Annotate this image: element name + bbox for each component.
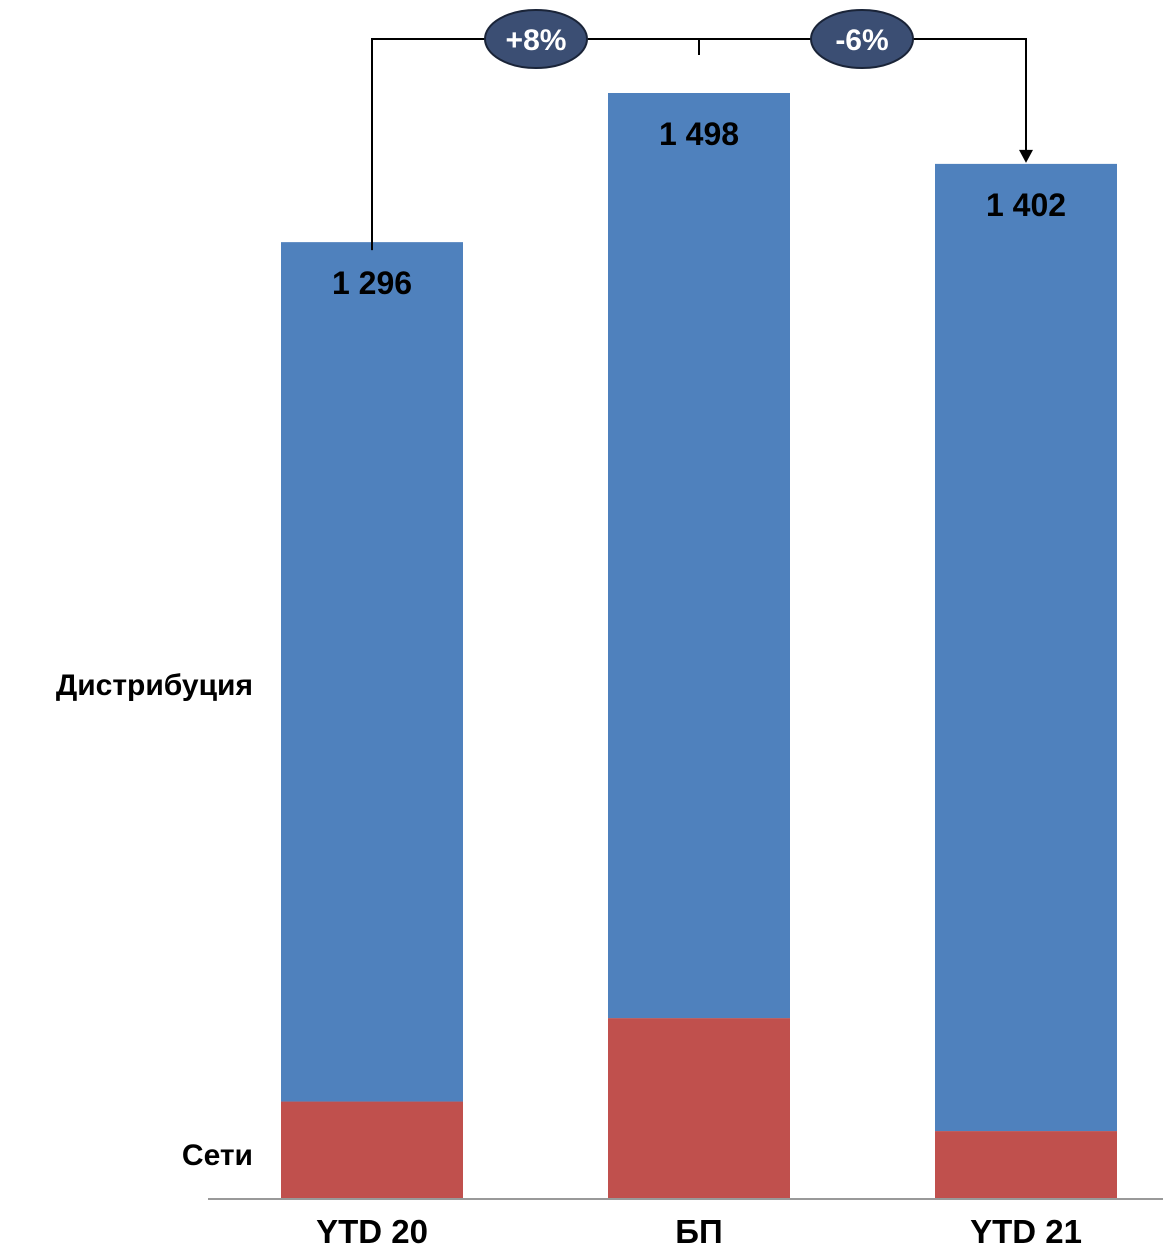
category-label-3: YTD 21 bbox=[970, 1213, 1082, 1250]
change-badge-1 bbox=[484, 9, 588, 69]
change-badge-2 bbox=[810, 9, 914, 69]
bar-segment-distribution-1 bbox=[281, 242, 463, 1102]
category-label-2: БП bbox=[675, 1213, 722, 1250]
bars-layer bbox=[281, 93, 1117, 1199]
total-label-2: 1 498 bbox=[659, 116, 739, 152]
category-label-1: YTD 20 bbox=[316, 1213, 428, 1250]
change-badge-label-1: +8% bbox=[506, 24, 567, 57]
change-arrow-head bbox=[1019, 149, 1033, 163]
bar-segment-seti-2 bbox=[608, 1018, 790, 1199]
bar-segment-distribution-2 bbox=[608, 93, 790, 1019]
labels-layer: 1 296 YTD 20 1 498 БП 1 402 YTD 21 Сети Дистриб… bbox=[56, 116, 1082, 1250]
series-label-distribution: Дистрибуция bbox=[56, 669, 253, 702]
total-label-3: 1 402 bbox=[986, 187, 1066, 223]
bar-segment-seti-1 bbox=[281, 1101, 463, 1199]
change-connectors: +8% -6% bbox=[371, 9, 1033, 251]
bar-segment-seti-3 bbox=[935, 1131, 1117, 1199]
change-badge-label-2: -6% bbox=[835, 24, 888, 57]
total-label-1: 1 296 bbox=[332, 265, 412, 301]
bar-segment-distribution-3 bbox=[935, 163, 1117, 1132]
series-label-seti: Сети bbox=[182, 1139, 253, 1172]
